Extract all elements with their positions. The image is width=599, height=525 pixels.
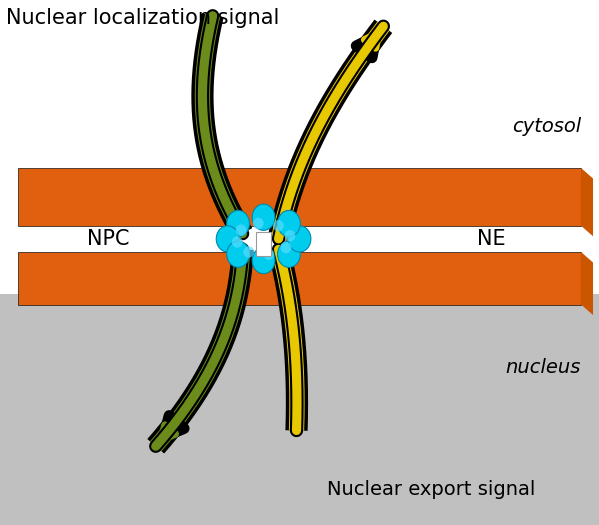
- Text: Nuclear localization signal: Nuclear localization signal: [6, 8, 279, 28]
- Ellipse shape: [277, 211, 300, 237]
- Polygon shape: [18, 252, 581, 304]
- Ellipse shape: [243, 246, 254, 258]
- Text: nucleus: nucleus: [506, 358, 581, 377]
- Ellipse shape: [235, 224, 246, 236]
- Ellipse shape: [227, 211, 250, 237]
- Polygon shape: [18, 168, 581, 226]
- Text: NPC: NPC: [87, 229, 129, 249]
- Ellipse shape: [232, 236, 243, 248]
- Text: NE: NE: [477, 229, 506, 249]
- Ellipse shape: [252, 247, 275, 274]
- Ellipse shape: [285, 230, 295, 242]
- FancyBboxPatch shape: [256, 232, 271, 256]
- Ellipse shape: [253, 218, 264, 229]
- Polygon shape: [581, 252, 593, 315]
- Ellipse shape: [252, 204, 275, 230]
- Text: cytosol: cytosol: [512, 117, 581, 135]
- Ellipse shape: [281, 242, 292, 254]
- Ellipse shape: [264, 248, 274, 260]
- Ellipse shape: [288, 226, 311, 252]
- Ellipse shape: [277, 241, 300, 267]
- Ellipse shape: [273, 220, 284, 232]
- Ellipse shape: [216, 226, 239, 252]
- Polygon shape: [0, 294, 599, 525]
- Polygon shape: [581, 168, 593, 236]
- Text: Nuclear export signal: Nuclear export signal: [327, 480, 536, 499]
- Ellipse shape: [227, 241, 250, 267]
